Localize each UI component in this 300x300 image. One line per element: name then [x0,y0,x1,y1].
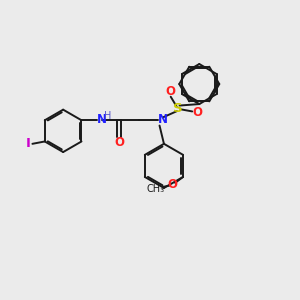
Text: O: O [168,178,178,191]
Text: CH₃: CH₃ [147,184,165,194]
Text: H: H [103,111,111,121]
Text: N: N [97,113,107,126]
Text: S: S [173,102,183,115]
Text: N: N [158,113,168,126]
Text: O: O [165,85,175,98]
Text: O: O [192,106,202,118]
Text: I: I [26,137,31,150]
Text: O: O [114,136,124,149]
